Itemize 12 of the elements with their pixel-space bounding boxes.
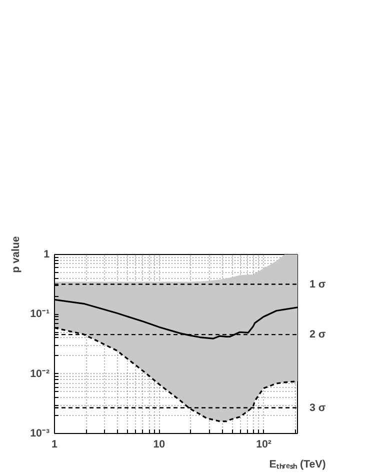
y-axis-title: p value (10, 236, 22, 273)
y-tick-label: 1 (44, 248, 50, 260)
ref-line-label: 3 σ (310, 402, 326, 414)
x-axis-title: Eₜₕᵣₑₛₕ (TeV) (269, 458, 326, 470)
y-tick-label: 10⁻¹ (30, 308, 50, 320)
x-tick-label: 1 (52, 438, 58, 450)
ref-line-label: 2 σ (310, 328, 326, 341)
x-tick-label: 10² (256, 438, 272, 450)
y-tick-label: 10⁻² (30, 368, 50, 380)
x-tick-label: 10 (153, 438, 166, 450)
ref-line-label: 1 σ (310, 278, 326, 290)
y-tick-label: 10⁻³ (30, 428, 50, 440)
